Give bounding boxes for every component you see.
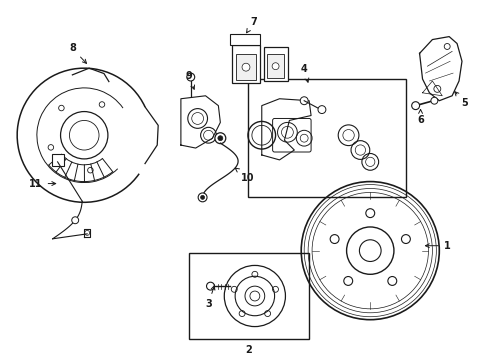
Circle shape [431,97,438,104]
Bar [51,154,64,166]
Circle shape [215,133,226,144]
Bar [230,33,260,45]
Text: 5: 5 [455,92,468,108]
Text: 4: 4 [301,64,309,82]
Text: 8: 8 [69,44,87,63]
Circle shape [272,63,279,69]
Text: 1: 1 [425,241,451,251]
Bar [267,54,285,78]
Circle shape [218,136,223,141]
Circle shape [242,63,250,71]
Bar [189,253,309,339]
Circle shape [198,193,207,202]
Circle shape [412,102,419,109]
Bar [236,54,256,80]
Bar [232,45,260,83]
Circle shape [318,105,326,113]
Bar [264,48,289,81]
Text: 6: 6 [417,109,424,125]
Bar [248,79,406,197]
Circle shape [187,73,195,81]
Text: 11: 11 [29,179,56,189]
Text: 7: 7 [246,17,257,33]
Text: 3: 3 [205,286,215,309]
Text: 2: 2 [245,345,252,355]
Circle shape [72,217,79,224]
Circle shape [206,282,215,290]
Text: 9: 9 [185,71,195,89]
Text: 10: 10 [235,168,255,183]
Circle shape [200,195,204,199]
Circle shape [300,97,308,105]
